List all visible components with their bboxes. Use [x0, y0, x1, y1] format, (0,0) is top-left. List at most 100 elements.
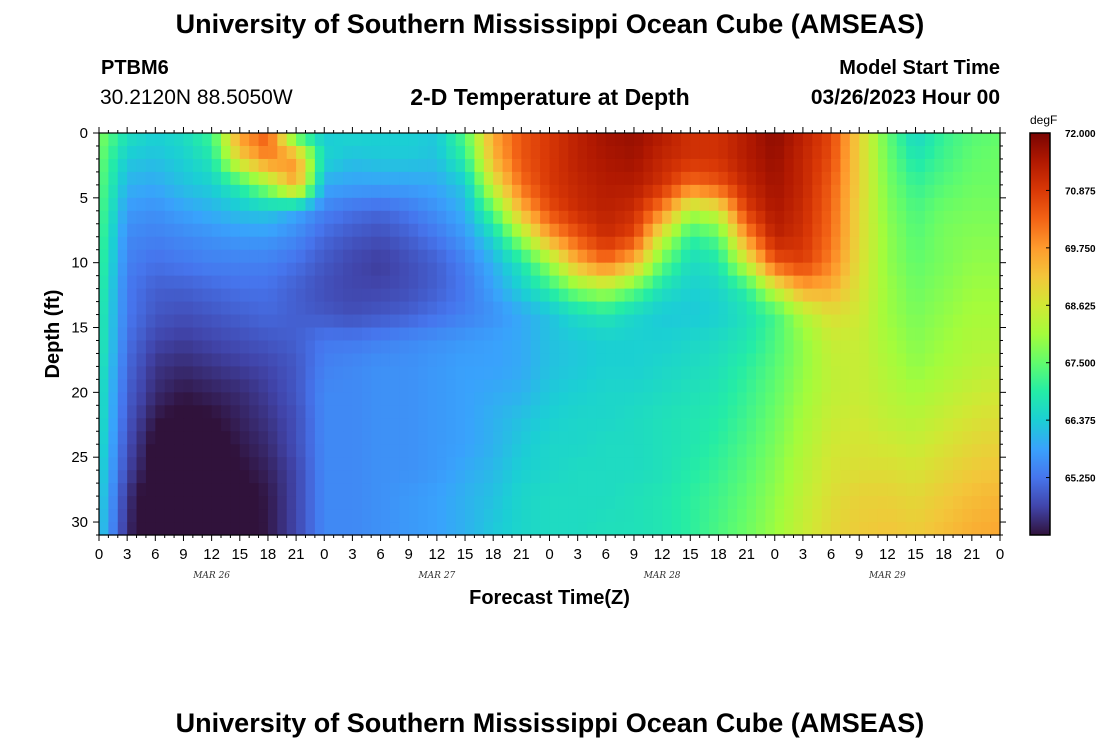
heatmap-cell	[352, 379, 363, 393]
heatmap-cell	[408, 366, 419, 380]
heatmap-cell	[305, 366, 316, 380]
heatmap-cell	[877, 483, 888, 497]
heatmap-cell	[164, 483, 175, 497]
heatmap-cell	[521, 444, 532, 458]
heatmap-cell	[352, 249, 363, 264]
heatmap-cell	[812, 249, 823, 264]
heatmap-cell	[380, 444, 391, 458]
heatmap-cell	[849, 483, 860, 497]
heatmap-cell	[108, 184, 119, 199]
heatmap-cell	[296, 301, 307, 316]
heatmap-cell	[183, 483, 194, 497]
heatmap-cell	[192, 366, 203, 380]
heatmap-cell	[164, 444, 175, 458]
heatmap-cell	[802, 236, 813, 251]
heatmap-cell	[558, 301, 569, 316]
heatmap-cell	[174, 431, 185, 445]
heatmap-cell	[812, 483, 823, 497]
heatmap-cell	[709, 171, 720, 186]
heatmap-cell	[164, 353, 175, 368]
heatmap-cell	[183, 405, 194, 419]
heatmap-cell	[943, 275, 954, 290]
heatmap-cell	[389, 133, 400, 147]
heatmap-cell	[361, 262, 372, 277]
heatmap-cell	[221, 509, 231, 523]
heatmap-cell	[427, 314, 438, 329]
heatmap-cell	[709, 301, 720, 316]
heatmap-cell	[371, 145, 382, 160]
x-tick-label: 9	[855, 546, 863, 563]
heatmap-cell	[774, 158, 785, 173]
heatmap-cell	[859, 483, 870, 497]
heatmap-cell	[164, 405, 175, 419]
heatmap-cell	[511, 327, 522, 342]
heatmap-cell	[267, 288, 278, 303]
heatmap-cell	[249, 236, 260, 251]
heatmap-cell	[680, 457, 691, 471]
heatmap-cell	[643, 158, 654, 173]
heatmap-cell	[511, 366, 522, 380]
heatmap-cell	[380, 236, 391, 251]
heatmap-cell	[577, 275, 588, 290]
heatmap-cell	[99, 496, 109, 510]
heatmap-cell	[615, 509, 626, 523]
heatmap-cell	[343, 171, 354, 186]
heatmap-cell	[737, 133, 748, 147]
heatmap-cell	[371, 509, 382, 523]
heatmap-cell	[183, 184, 194, 199]
heatmap-cell	[558, 133, 569, 147]
heatmap-cell	[202, 327, 213, 342]
heatmap-cell	[981, 301, 992, 316]
heatmap-cell	[877, 340, 888, 355]
heatmap-cell	[530, 509, 541, 523]
heatmap-cell	[427, 262, 438, 277]
heatmap-cell	[793, 249, 804, 264]
heatmap-cell	[971, 133, 982, 147]
heatmap-cell	[211, 405, 222, 419]
heatmap-cell	[164, 288, 175, 303]
heatmap-cell	[709, 444, 720, 458]
heatmap-cell	[877, 522, 888, 536]
heatmap-cell	[540, 470, 551, 484]
heatmap-cell	[633, 210, 644, 225]
heatmap-cell	[633, 236, 644, 251]
heatmap-cell	[108, 340, 119, 355]
heatmap-cell	[502, 509, 513, 523]
heatmap-cell	[784, 340, 795, 355]
heatmap-cell	[117, 236, 128, 251]
heatmap-cell	[924, 392, 935, 406]
heatmap-cell	[258, 496, 269, 510]
heatmap-cell	[511, 457, 522, 471]
heatmap-cell	[990, 171, 1001, 186]
heatmap-cell	[446, 444, 457, 458]
heatmap-cell	[577, 457, 588, 471]
heatmap-cell	[530, 133, 541, 147]
heatmap-cell	[324, 470, 335, 484]
heatmap-cell	[812, 133, 823, 147]
heatmap-cell	[953, 366, 964, 380]
heatmap-cell	[474, 223, 485, 238]
heatmap-cell	[727, 509, 738, 523]
heatmap-cell	[258, 470, 269, 484]
heatmap-cell	[549, 457, 560, 471]
heatmap-cell	[793, 210, 804, 225]
heatmap-cell	[211, 314, 222, 329]
heatmap-cell	[990, 133, 1001, 147]
heatmap-cell	[840, 418, 851, 432]
heatmap-cell	[446, 133, 457, 147]
heatmap-cell	[408, 184, 419, 199]
heatmap-cell	[389, 327, 400, 342]
heatmap-cell	[624, 133, 635, 147]
heatmap-cell	[427, 288, 438, 303]
heatmap-cell	[427, 470, 438, 484]
heatmap-cell	[305, 431, 316, 445]
heatmap-cell	[296, 418, 307, 432]
heatmap-cell	[859, 210, 870, 225]
heatmap-cell	[558, 457, 569, 471]
heatmap-cell	[915, 262, 926, 277]
heatmap-cell	[699, 210, 710, 225]
heatmap-cell	[915, 249, 926, 264]
heatmap-cell	[145, 171, 156, 186]
heatmap-cell	[802, 327, 813, 342]
heatmap-cell	[380, 366, 391, 380]
